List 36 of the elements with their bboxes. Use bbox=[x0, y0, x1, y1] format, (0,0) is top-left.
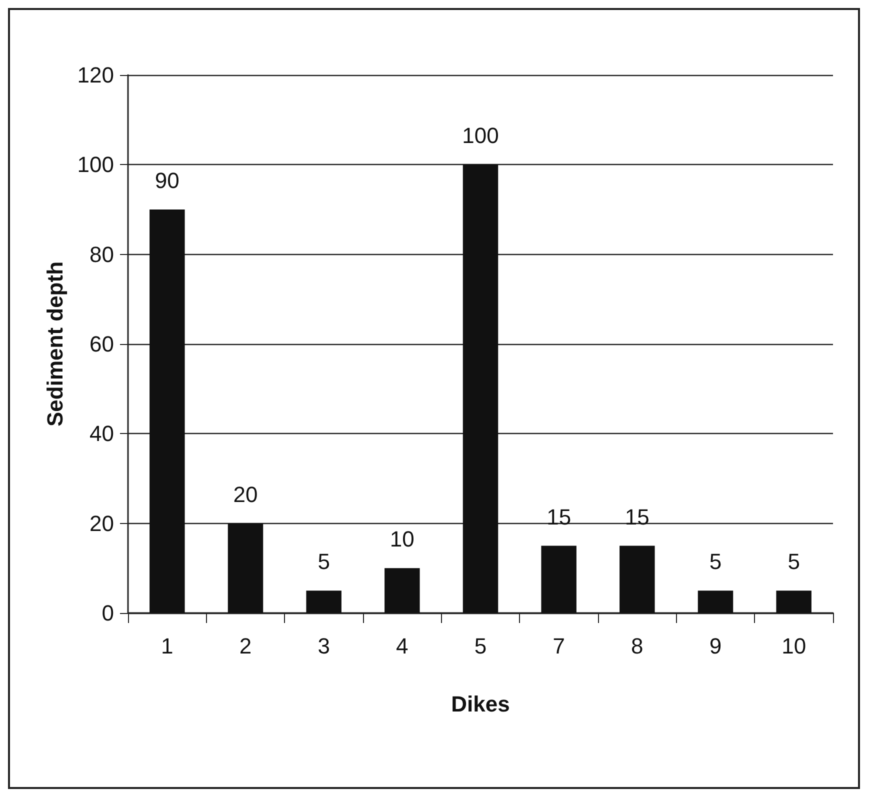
data-label: 90 bbox=[154, 168, 180, 193]
data-label: 15 bbox=[546, 504, 572, 530]
y-tick-label: 60 bbox=[90, 332, 114, 356]
bar bbox=[150, 210, 185, 613]
x-tick-label: 1 bbox=[161, 634, 174, 658]
bar bbox=[541, 546, 576, 613]
x-tick-label: 3 bbox=[318, 634, 330, 658]
y-axis-title: Sediment depth bbox=[42, 261, 68, 427]
bar bbox=[306, 590, 342, 613]
x-tick-label: 5 bbox=[474, 634, 487, 658]
data-label: 20 bbox=[233, 482, 258, 507]
x-tick-label: 4 bbox=[396, 634, 408, 658]
y-tick-label: 100 bbox=[77, 152, 114, 178]
bar bbox=[228, 523, 264, 613]
bar bbox=[620, 546, 655, 613]
y-tick-label: 0 bbox=[102, 600, 114, 626]
data-label: 100 bbox=[462, 123, 499, 148]
data-label: 5 bbox=[788, 549, 800, 574]
y-tick-label: 40 bbox=[90, 421, 114, 446]
y-tick-label: 120 bbox=[77, 62, 114, 88]
bar bbox=[776, 590, 812, 613]
bar bbox=[384, 568, 420, 613]
data-label: 10 bbox=[390, 526, 414, 552]
x-tick-label: 8 bbox=[631, 634, 644, 658]
x-axis-title: Dikes bbox=[451, 692, 510, 716]
x-tick-label: 7 bbox=[552, 634, 565, 658]
y-tick-label: 80 bbox=[90, 242, 114, 267]
data-label: 5 bbox=[709, 549, 722, 574]
data-label: 15 bbox=[624, 504, 650, 530]
x-tick-label: 10 bbox=[782, 634, 806, 658]
x-tick-label: 9 bbox=[709, 634, 722, 658]
data-label: 5 bbox=[318, 549, 330, 574]
x-tick-label: 2 bbox=[239, 634, 252, 658]
bar bbox=[462, 164, 498, 613]
y-tick-label: 20 bbox=[90, 510, 114, 536]
bar bbox=[698, 590, 734, 613]
